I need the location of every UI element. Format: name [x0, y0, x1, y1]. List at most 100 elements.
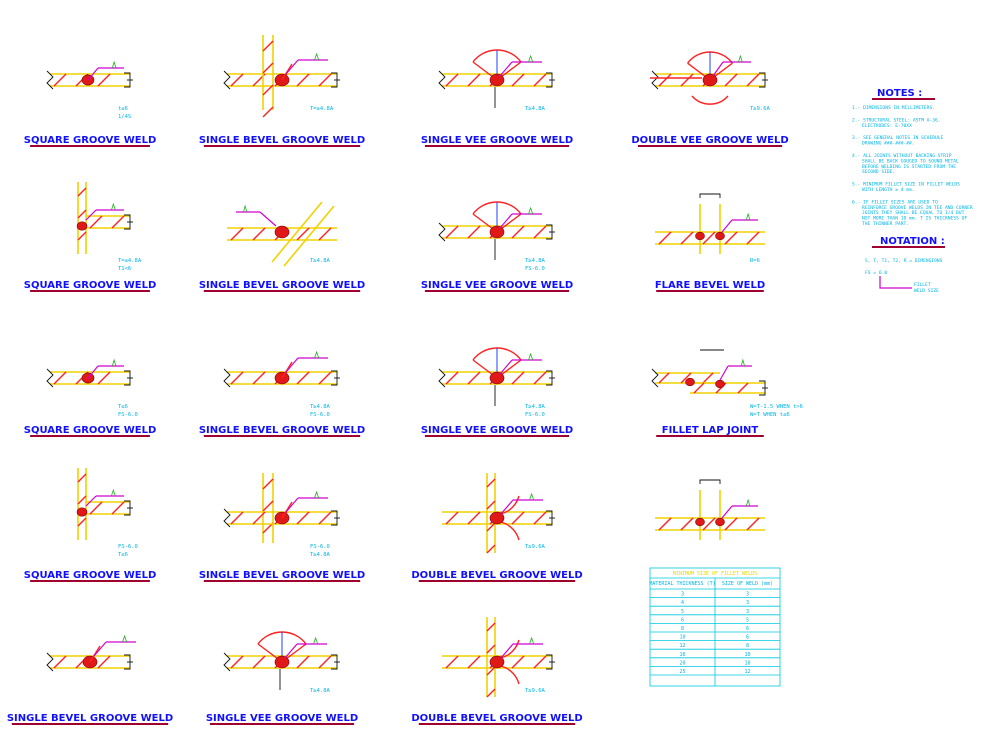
- detail-title: SINGLE VEE GROOVE WELD: [421, 280, 573, 291]
- leader-arrow: [721, 219, 733, 233]
- leader-arrow: [499, 61, 513, 77]
- plate-hatch: [318, 511, 332, 525]
- weld-symbol: [529, 636, 535, 645]
- weld-symbol: [243, 204, 248, 213]
- plate-hatch: [262, 40, 274, 52]
- groove-angle-arc: [691, 95, 729, 105]
- annotation-tag: T=≤4.8A: [118, 258, 142, 264]
- plate-hatch: [230, 371, 244, 385]
- plate-hatch: [262, 478, 274, 490]
- plate-hatch: [77, 517, 87, 527]
- plate-hatch: [252, 227, 266, 241]
- weld-detail-drawing: [46, 634, 136, 672]
- weld-detail-9: T≤6 FS-6.0 SQUARE GROOVE WELD: [24, 358, 156, 437]
- plate-hatch: [77, 187, 87, 197]
- detail-title: SQUARE GROOVE WELD: [24, 135, 157, 146]
- weld-symbol: [314, 350, 320, 359]
- plate-hatch: [230, 73, 244, 87]
- weld-detail-14: FS-6.0 T≥4.8A SINGLE BEVEL GROOVE WELD: [199, 473, 365, 582]
- plate-hatch: [486, 622, 496, 632]
- leader-arrow: [500, 643, 514, 659]
- weld-symbol: [740, 358, 745, 367]
- note-item: 2.- STRUCTURAL STEEL: ASTM A-36. ELECTROD…: [852, 117, 941, 128]
- note-line: 3.- SEE GENERAL NOTES IN SCHEDULE: [852, 135, 944, 141]
- detail-title: DOUBLE BEVEL GROOVE WELD: [411, 713, 582, 724]
- weld-bead: [702, 73, 718, 87]
- leader-arrow: [712, 61, 724, 77]
- notation-line-2: FS = 6.0: [865, 270, 887, 276]
- weld-detail-4: T≥9.6A DOUBLE VEE GROOVE WELD: [631, 51, 789, 147]
- plate-hatch: [467, 225, 481, 239]
- weld-detail-drawing: [651, 349, 768, 396]
- table-cell: 8: [746, 643, 749, 649]
- weld-detail-drawing: [46, 358, 133, 388]
- table-cell: 3: [746, 592, 749, 598]
- detail-title: SINGLE BEVEL GROOVE WELD: [199, 425, 365, 436]
- plate-hatch: [77, 231, 87, 241]
- plate-hatch: [445, 371, 459, 385]
- annotation-tag: FS-6.0: [310, 544, 330, 550]
- weld-detail-drawing: [438, 201, 555, 260]
- weld-detail-12: W=T-1.5 WHEN t>6 W=T WHEN t≤6 FILLET LAP J…: [651, 349, 803, 437]
- annotation-tag: T1<6: [118, 266, 131, 272]
- note-line: NOT MORE THAN 10 mm. T IS THICKNESS OF: [862, 216, 967, 222]
- plate-hatch: [658, 517, 672, 531]
- detail-title: SINGLE BEVEL GROOVE WELD: [199, 135, 365, 146]
- notation-leader: [879, 276, 912, 289]
- notes-list: 1.- DIMENSIONS IN MILLIMETERS. 2.- STRUCT…: [852, 105, 973, 227]
- groove-angle-arc: [500, 521, 520, 541]
- plate-hatch: [230, 227, 244, 241]
- weld-detail-16: [655, 479, 765, 540]
- weld-symbol: [528, 206, 534, 215]
- plate-hatch: [53, 655, 67, 669]
- notes-heading: NOTES :: [877, 88, 922, 99]
- weld-detail-11: T≥4.8A FS-6.0 SINGLE VEE GROOVE WELD: [421, 347, 573, 437]
- table-cell: 6: [681, 617, 684, 623]
- gap-dimension: [699, 193, 721, 198]
- note-line: WITH LENGTH ≥ 4 mm.: [862, 187, 915, 193]
- plate-hatch: [445, 73, 459, 87]
- weld-symbol: [111, 60, 117, 69]
- leader-arrow: [259, 211, 277, 227]
- detail-title: SINGLE VEE GROOVE WELD: [421, 425, 573, 436]
- leader-arrow: [85, 495, 97, 507]
- table-cell: 5: [746, 617, 749, 623]
- fillet-weld-table: MINIMUM SIZE OF FILLET WELDS MATERIAL THI…: [649, 567, 781, 687]
- weld-bead: [695, 517, 705, 527]
- weld-detail-1: t≤6 1/4S SQUARE GROOVE WELD: [24, 60, 157, 147]
- table-cell: 12: [744, 669, 750, 675]
- annotation-tag: t≤6: [118, 106, 128, 112]
- weld-symbol: [528, 54, 534, 63]
- annotation-tag: FS-6.0: [525, 412, 545, 418]
- note-item: 1.- DIMENSIONS IN MILLIMETERS.: [852, 105, 935, 111]
- annotation-tag: 1/4S: [118, 114, 131, 120]
- weld-detail-drawing: [223, 350, 340, 388]
- weld-detail-19: T≥9.6A DOUBLE BEVEL GROOVE WELD: [411, 617, 583, 725]
- break-line: [223, 652, 231, 672]
- plate-hatch: [658, 231, 672, 245]
- weld-symbol: [314, 490, 320, 499]
- groove-angle-arc: [500, 665, 520, 685]
- note-line: ELECTRODES: E-70XX: [862, 123, 912, 129]
- break-line: [46, 368, 54, 388]
- leader-arrow: [284, 643, 298, 659]
- plate-hatch: [746, 73, 760, 87]
- annotation-tag: FS-6.0: [310, 412, 330, 418]
- annotation-tag: T=≥4.8A: [310, 106, 334, 112]
- detail-title: SINGLE VEE GROOVE WELD: [206, 713, 358, 724]
- table-cell: 12: [679, 643, 685, 649]
- weld-details: t≤6 1/4S SQUARE GROOVE WELD T=≥4.8A SINGLE B…: [7, 35, 803, 725]
- leader-arrow: [93, 641, 107, 657]
- annotation-tag: W=T-1.5 WHEN t>6: [750, 404, 803, 410]
- plate-hatch: [89, 501, 103, 515]
- plate-hatch: [262, 62, 274, 74]
- weld-detail-drawing: [438, 49, 555, 108]
- annotation-tag: FS-6.0: [118, 544, 138, 550]
- detail-title: FILLET LAP JOINT: [662, 425, 759, 436]
- table-header: MATERIAL THICKNESS (T): [649, 581, 715, 587]
- plate-hatch: [445, 225, 459, 239]
- weld-bead: [274, 655, 290, 669]
- table-cell: 10: [744, 660, 750, 666]
- detail-title: DOUBLE VEE GROOVE WELD: [631, 135, 788, 146]
